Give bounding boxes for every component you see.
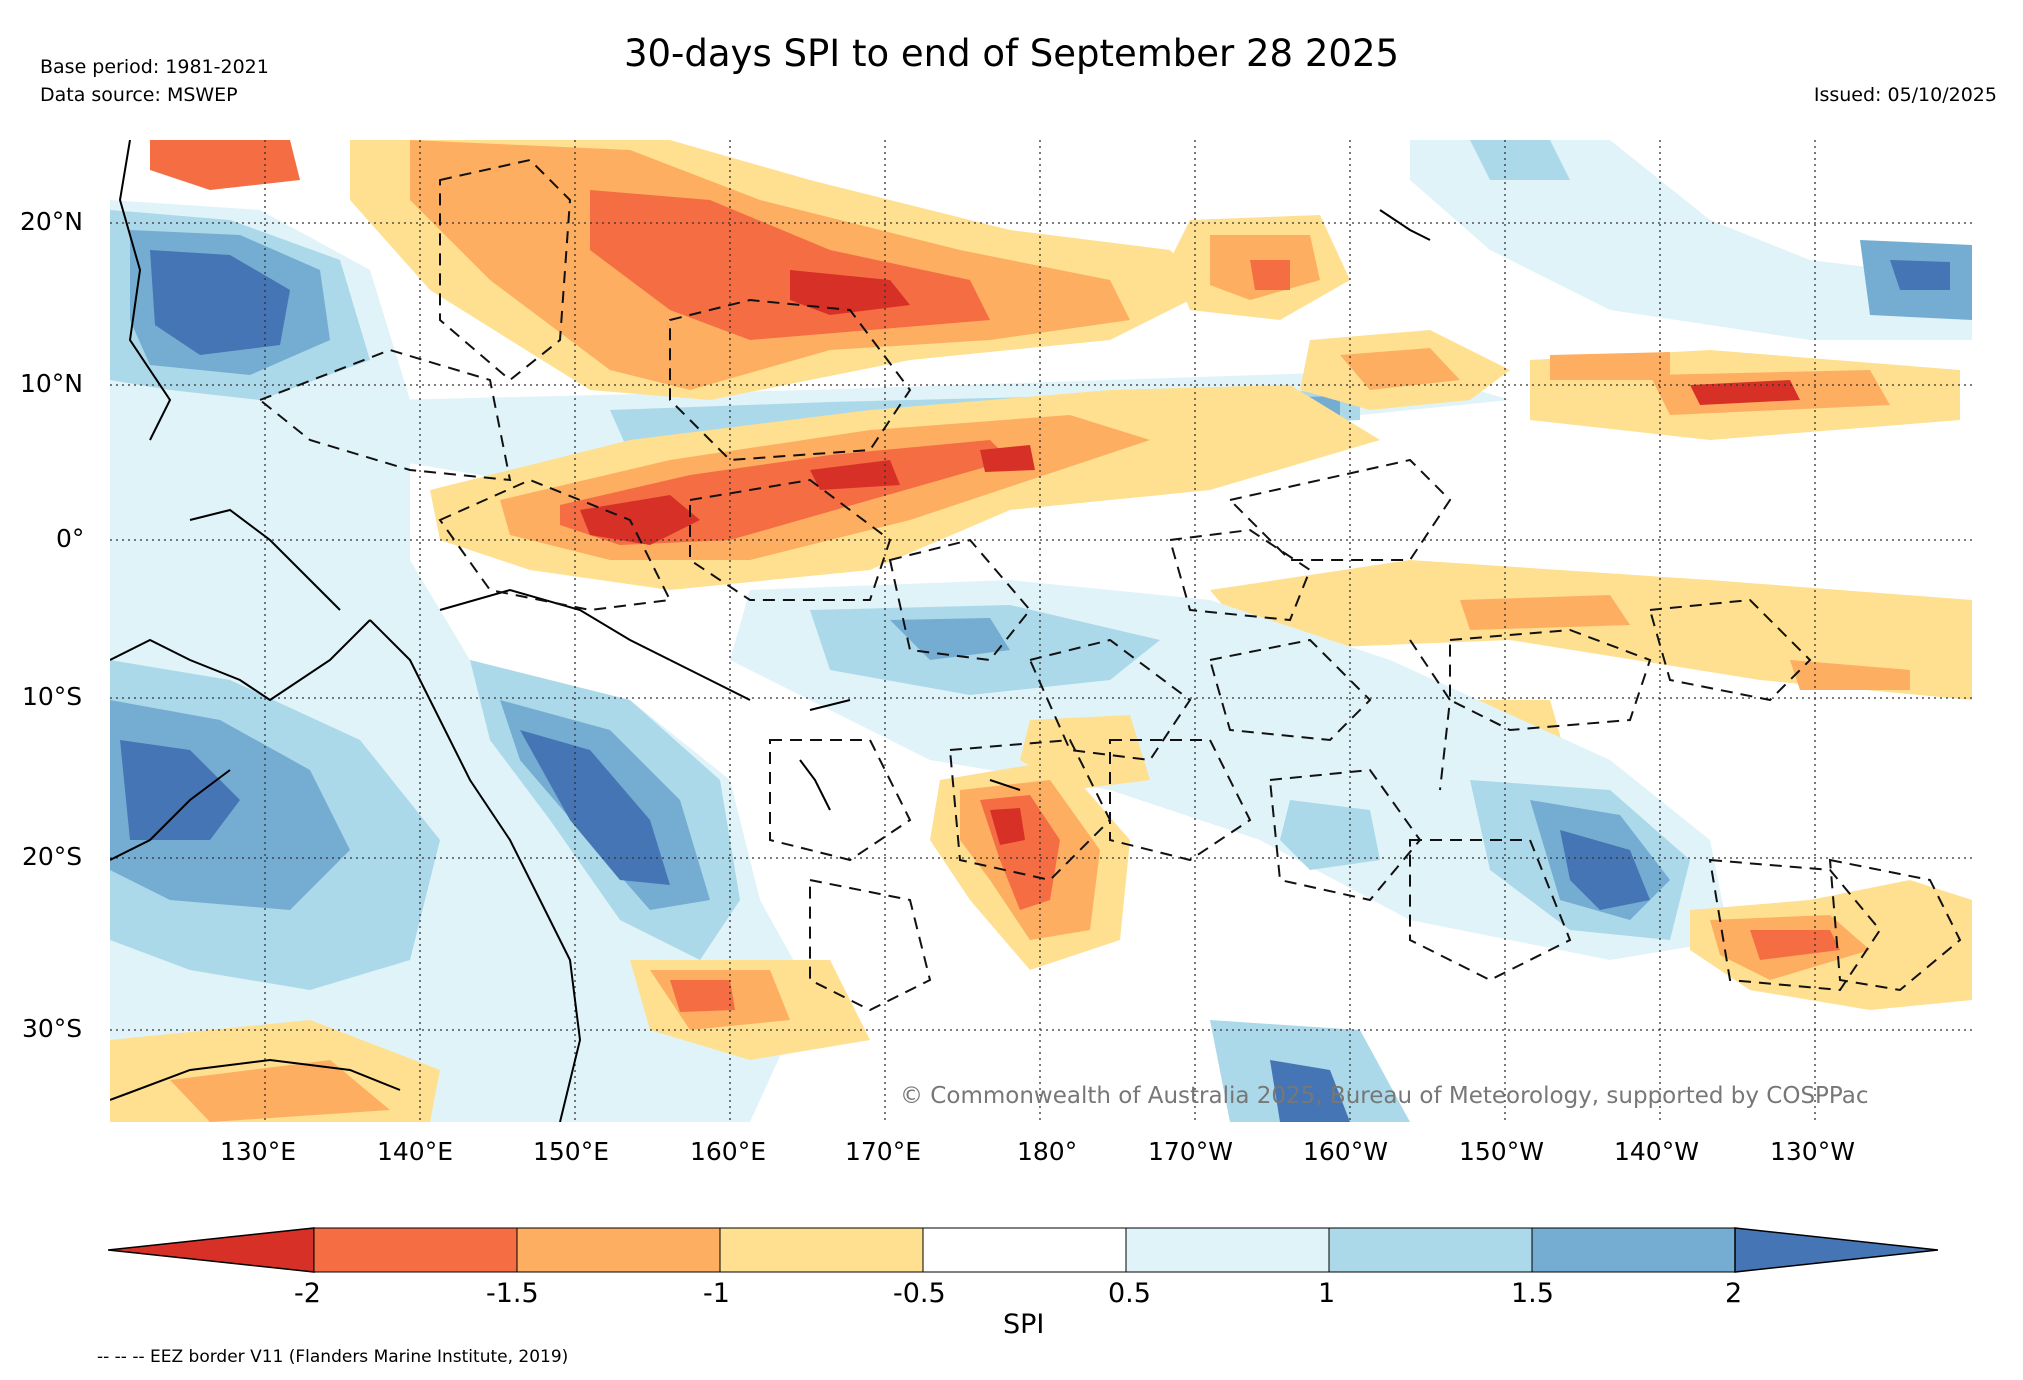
colorbar-segment [313, 1227, 518, 1273]
spi-wet-region [890, 618, 1010, 660]
data-source: Data source: MSWEP [40, 84, 238, 106]
spi-wet-region [1280, 800, 1380, 870]
spi-wet-region [1410, 140, 1972, 340]
colorbar-tick: 1.5 [1511, 1278, 1554, 1309]
lat-label: 10°S [22, 682, 83, 711]
colorbar-segment [1328, 1227, 1533, 1273]
map-gridlines [110, 140, 1972, 1122]
colorbar-segment [516, 1227, 721, 1273]
spi-dry-region [1550, 352, 1670, 380]
spi-wet-region [1270, 1060, 1350, 1122]
lon-label: 130°E [220, 1137, 297, 1166]
colorbar-tick: 0.5 [1108, 1278, 1151, 1309]
spi-wet-region [120, 740, 240, 840]
lon-label: 170°E [845, 1137, 922, 1166]
eez-footnote: -- -- -- EEZ border V11 (Flanders Marine… [97, 1347, 569, 1367]
lon-label: 140°W [1614, 1137, 1699, 1166]
spi-wet-region [150, 250, 290, 355]
copyright-notice: © Commonwealth of Australia 2025, Bureau… [900, 1083, 1869, 1109]
issued-date: Issued: 05/10/2025 [1813, 84, 1997, 106]
spi-wet-region [1470, 140, 1570, 180]
lon-label: 130°W [1770, 1137, 1855, 1166]
spi-dry-region [170, 1060, 390, 1122]
colorbar-segment [1531, 1227, 1736, 1273]
lat-label: 20°N [20, 207, 84, 236]
spi-dry-region [1210, 560, 1972, 700]
spi-dry-region [980, 445, 1035, 472]
lat-label: 0° [56, 524, 85, 553]
spi-dry-region [1250, 260, 1290, 290]
spi-dry-region [810, 460, 900, 490]
spi-colorbar [108, 1227, 1938, 1273]
colorbar-segment [719, 1227, 924, 1273]
colorbar-tick: -1.5 [486, 1278, 539, 1309]
spi-dry-region [1750, 930, 1840, 960]
spi-dry-region [990, 808, 1025, 845]
lat-label: 30°S [22, 1014, 83, 1043]
lon-label: 150°W [1459, 1137, 1544, 1166]
lon-label: 170°W [1148, 1137, 1233, 1166]
spi-dry-region [670, 980, 735, 1012]
lon-label: 160°E [690, 1137, 767, 1166]
colorbar-tick: 1 [1318, 1278, 1336, 1309]
spi-wet-region [1890, 260, 1950, 290]
colorbar-segment [108, 1227, 315, 1273]
lat-label: 20°S [22, 842, 83, 871]
colorbar-tick: -1 [703, 1278, 730, 1309]
spi-wet-region [1560, 830, 1650, 910]
colorbar-label: SPI [1003, 1309, 1045, 1340]
spi-wet-region [520, 730, 670, 885]
map-title: 30-days SPI to end of September 28 2025 [623, 32, 1400, 75]
colorbar-tick: -2 [294, 1278, 321, 1309]
coastlines [110, 140, 1431, 1122]
colorbar-tick: 2 [1725, 1278, 1743, 1309]
spi-map: © Commonwealth of Australia 2025, Bureau… [110, 140, 1972, 1122]
lon-label: 140°E [377, 1137, 454, 1166]
eez-borders [258, 158, 1962, 1012]
spi-dry-region [150, 140, 300, 190]
spi-dry-region [1340, 348, 1460, 390]
spi-dry-region [1790, 660, 1910, 690]
lat-label: 10°N [20, 369, 84, 398]
base-period: Base period: 1981-2021 [40, 56, 269, 78]
colorbar-segment [922, 1227, 1127, 1273]
spi-dry-region [790, 270, 910, 315]
spi-dry-region [580, 495, 700, 545]
lon-label: 180° [1017, 1137, 1078, 1166]
lon-label: 150°E [533, 1137, 610, 1166]
spi-dry-region [1690, 380, 1800, 405]
colorbar-segment [1125, 1227, 1330, 1273]
colorbar-tick: -0.5 [893, 1278, 946, 1309]
spi-dry-region [1460, 595, 1630, 630]
colorbar-segment [1734, 1227, 1938, 1273]
lon-label: 160°W [1303, 1137, 1388, 1166]
